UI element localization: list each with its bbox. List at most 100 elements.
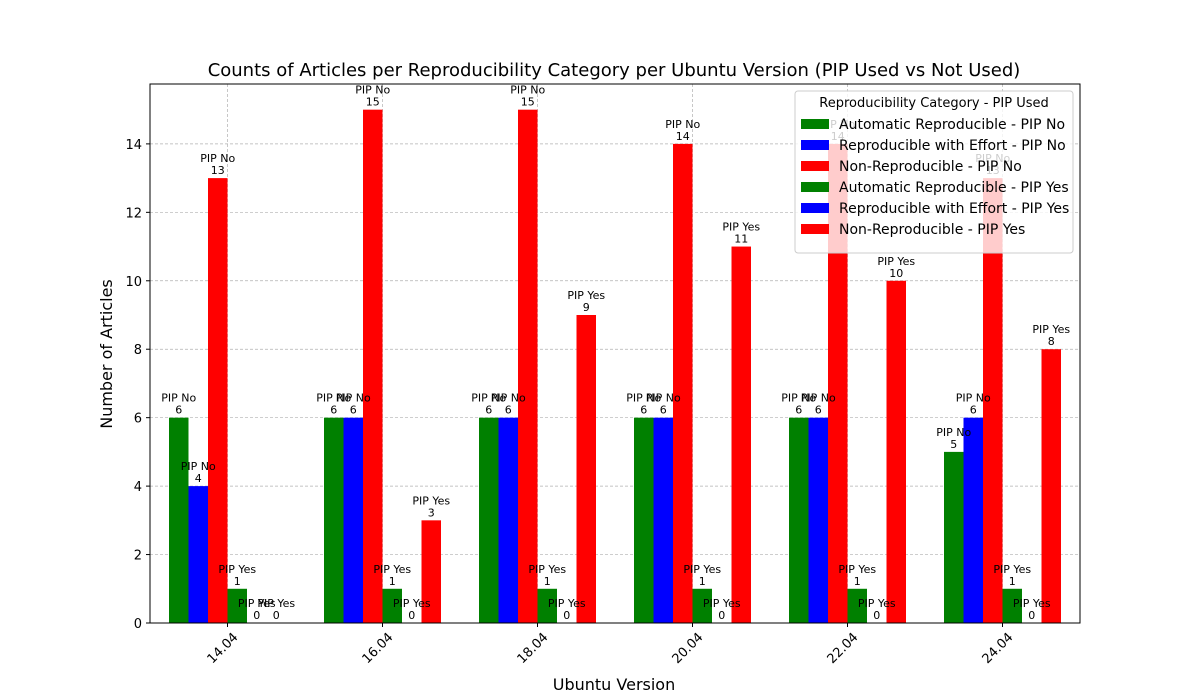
data-label-value: 8 (1048, 335, 1055, 348)
data-label-value: 6 (330, 404, 337, 417)
data-label-tag: PIP Yes (393, 597, 431, 610)
data-label-tag: PIP Yes (567, 289, 605, 302)
data-label-value: 5 (950, 438, 957, 451)
bar (673, 143, 693, 623)
bar (363, 109, 383, 623)
data-label-value: 15 (521, 96, 535, 109)
data-label-tag: PIP Yes (838, 563, 876, 576)
x-tick-label: 16.04 (360, 630, 397, 667)
data-label-tag: PIP No (665, 118, 700, 131)
data-label-tag: PIP Yes (412, 494, 450, 507)
data-label-value: 6 (795, 404, 802, 417)
data-label-value: 0 (253, 609, 260, 622)
data-label-tag: PIP No (355, 84, 390, 97)
bar (944, 451, 964, 623)
data-label-tag: PIP Yes (722, 221, 760, 234)
bar (343, 417, 363, 623)
legend-entry: Non-Reproducible - PIP No (839, 159, 1022, 175)
data-label-tag: PIP Yes (993, 563, 1031, 576)
y-tick-label: 2 (134, 549, 142, 564)
data-label-tag: PIP Yes (683, 563, 721, 576)
x-tick-label: 20.04 (670, 630, 707, 667)
data-label-value: 0 (873, 609, 880, 622)
bar (498, 417, 518, 623)
bar (227, 588, 247, 623)
legend-swatch (801, 119, 829, 129)
data-label-value: 6 (640, 404, 647, 417)
bar (963, 417, 983, 623)
data-label-value: 15 (366, 96, 380, 109)
y-tick-label: 14 (125, 138, 142, 153)
bar (983, 178, 1003, 623)
data-label-value: 6 (970, 404, 977, 417)
data-label-value: 0 (718, 609, 725, 622)
legend-entry: Automatic Reproducible - PIP Yes (839, 180, 1069, 196)
data-label-tag: PIP No (956, 392, 991, 405)
bar (886, 280, 906, 623)
data-label-value: 0 (563, 609, 570, 622)
data-label-value: 1 (1009, 575, 1016, 588)
data-label-tag: PIP No (491, 392, 526, 405)
data-label-value: 1 (854, 575, 861, 588)
data-label-value: 1 (234, 575, 241, 588)
bar (421, 520, 441, 623)
y-tick-label: 8 (134, 343, 142, 358)
y-tick-label: 6 (134, 412, 142, 427)
legend-entry: Non-Reproducible - PIP Yes (839, 222, 1025, 238)
bar (1002, 588, 1022, 623)
bar (518, 109, 538, 623)
bar (808, 417, 828, 623)
bar (382, 588, 402, 623)
legend-entry: Reproducible with Effort - PIP No (839, 138, 1066, 154)
plot-frame (149, 83, 1081, 624)
data-label-value: 10 (889, 267, 903, 280)
bars (169, 109, 1061, 624)
bar (324, 417, 344, 623)
legend-entry: Reproducible with Effort - PIP Yes (839, 201, 1069, 217)
bar (634, 417, 654, 623)
data-label-tag: PIP No (626, 392, 661, 405)
data-label-tag: PIP No (200, 152, 235, 165)
data-label-tag: PIP No (781, 392, 816, 405)
bar (188, 486, 208, 623)
y-tick-label: 12 (125, 206, 142, 221)
bar (731, 246, 751, 624)
data-label-tag: PIP No (936, 426, 971, 439)
legend-box (794, 90, 1074, 254)
data-label-value: 3 (428, 506, 435, 519)
data-label-tag: PIP Yes (528, 563, 566, 576)
bar (692, 588, 712, 623)
data-label-value: 13 (211, 164, 225, 177)
data-label-tag: PIP Yes (238, 597, 276, 610)
data-label-value: 14 (676, 130, 690, 143)
y-tick-label: 0 (134, 617, 142, 632)
data-label-tag: PIP Yes (703, 597, 741, 610)
data-label-value: 1 (389, 575, 396, 588)
bar (847, 588, 867, 623)
data-label-tag: PIP No (161, 392, 196, 405)
data-label-tag: PIP Yes (218, 563, 256, 576)
data-label-tag: PIP No (181, 460, 216, 473)
data-label-value: 1 (699, 575, 706, 588)
data-label-value: 0 (408, 609, 415, 622)
data-label-tag: PIP Yes (1032, 323, 1070, 336)
data-label-tag: PIP No (336, 392, 371, 405)
bar (537, 588, 557, 623)
data-label-tag: PIP Yes (373, 563, 411, 576)
bar (789, 417, 809, 623)
data-label-tag: PIP Yes (877, 255, 915, 268)
y-axis-label: Number of Articles (97, 279, 116, 429)
data-label-tag: PIP Yes (858, 597, 896, 610)
legend-title: Reproducibility Category - PIP Used (819, 96, 1049, 111)
data-label-tag: PIP No (646, 392, 681, 405)
data-label-tag: PIP No (471, 392, 506, 405)
data-label-tag: PIP Yes (257, 597, 295, 610)
data-label-value: 1 (544, 575, 551, 588)
bar (208, 178, 228, 623)
data-label-value: 6 (485, 404, 492, 417)
data-label-tag: PIP Yes (1013, 597, 1051, 610)
data-label-value: 11 (734, 233, 748, 246)
data-label-value: 6 (660, 404, 667, 417)
x-tick-label: 14.04 (205, 630, 242, 667)
